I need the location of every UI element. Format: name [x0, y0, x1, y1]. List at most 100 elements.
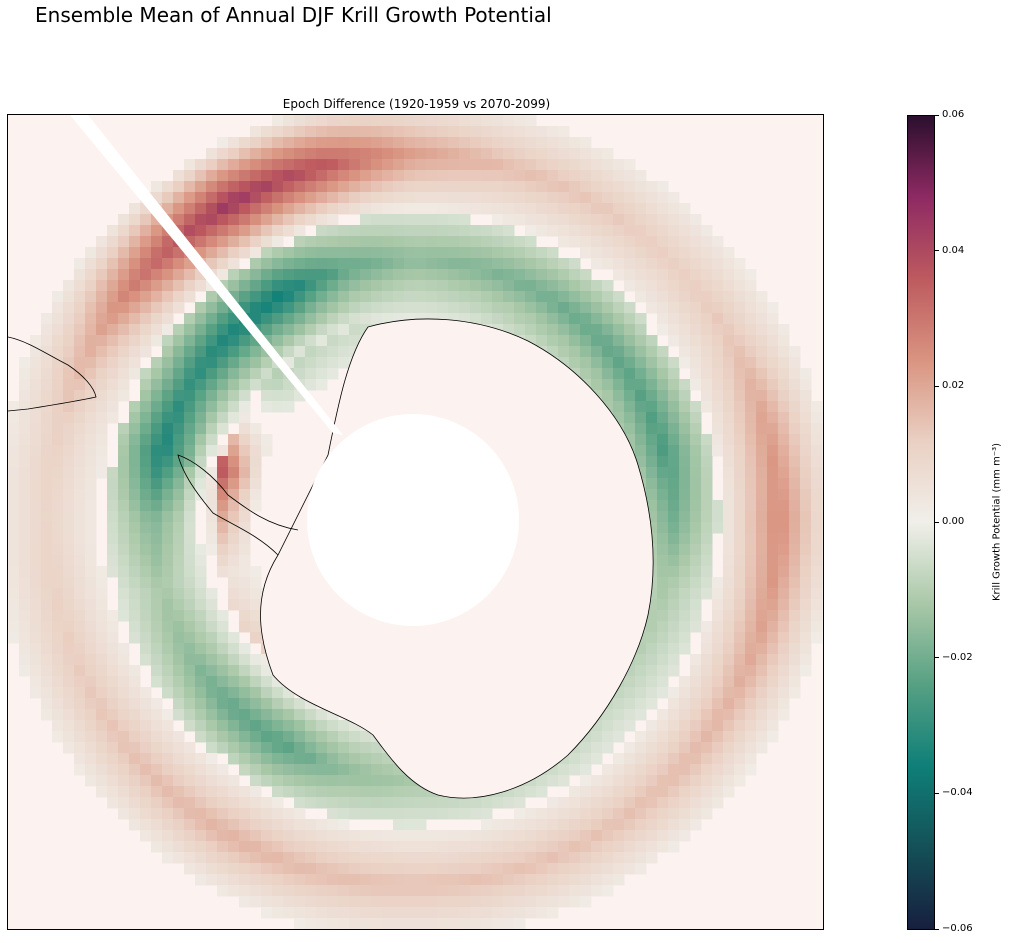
heatmap-cell [85, 621, 97, 633]
heatmap-cell [580, 797, 592, 809]
heatmap-cell [404, 885, 416, 897]
heatmap-cell [404, 797, 416, 809]
heatmap-cell [448, 797, 460, 809]
heatmap-cell [558, 885, 570, 897]
heatmap-cell [96, 269, 108, 281]
heatmap-cell [162, 665, 174, 677]
heatmap-cell [679, 291, 691, 303]
heatmap-cell [547, 313, 559, 325]
heatmap-cell [85, 654, 97, 666]
heatmap-cell [481, 170, 493, 182]
heatmap-cell [129, 269, 141, 281]
heatmap-cell [382, 225, 394, 237]
heatmap-cell [195, 599, 207, 611]
heatmap-cell [470, 192, 482, 204]
heatmap-cell [283, 731, 295, 743]
heatmap-cell [206, 291, 218, 303]
heatmap-cell [613, 852, 625, 864]
heatmap-cell [371, 852, 383, 864]
heatmap-cell [800, 643, 812, 655]
heatmap-cell [184, 346, 196, 358]
heatmap-cell [778, 390, 790, 402]
heatmap-cell [140, 236, 152, 248]
heatmap-cell [283, 687, 295, 699]
heatmap-cell [503, 786, 515, 798]
heatmap-cell [41, 335, 53, 347]
heatmap-cell [250, 808, 262, 820]
heatmap-cell [437, 863, 449, 875]
heatmap-cell [811, 566, 823, 578]
heatmap-cell [756, 643, 768, 655]
heatmap-cell [151, 610, 163, 622]
heatmap-cell [140, 313, 152, 325]
heatmap-cell [8, 555, 20, 567]
heatmap-cell [217, 214, 229, 226]
heatmap-cell [316, 302, 328, 314]
heatmap-cell [195, 181, 207, 193]
heatmap-cell [778, 522, 790, 534]
heatmap-cell [613, 302, 625, 314]
heatmap-cell [30, 610, 42, 622]
heatmap-cell [184, 687, 196, 699]
heatmap-cell [470, 885, 482, 897]
heatmap-cell [184, 753, 196, 765]
heatmap-cell [635, 797, 647, 809]
heatmap-cell [701, 324, 713, 336]
heatmap-cell [316, 313, 328, 325]
heatmap-cell [272, 137, 284, 149]
heatmap-cell [107, 775, 119, 787]
heatmap-cell [52, 676, 64, 688]
heatmap-cell [129, 357, 141, 369]
heatmap-cell [734, 280, 746, 292]
heatmap-cell [657, 632, 669, 644]
heatmap-cell [8, 577, 20, 589]
heatmap-cell [415, 170, 427, 182]
heatmap-cell [173, 412, 185, 424]
heatmap-cell [591, 170, 603, 182]
heatmap-cell [74, 731, 86, 743]
heatmap-cell [602, 357, 614, 369]
heatmap-cell [789, 434, 801, 446]
heatmap-cell [272, 676, 284, 688]
heatmap-cell [173, 819, 185, 831]
heatmap-cell [63, 280, 75, 292]
heatmap-cell [470, 236, 482, 248]
heatmap-cell [41, 445, 53, 457]
heatmap-cell [745, 302, 757, 314]
heatmap-cell [85, 434, 97, 446]
heatmap-cell [591, 357, 603, 369]
heatmap-cell [250, 676, 262, 688]
heatmap-cell [569, 225, 581, 237]
heatmap-cell [602, 236, 614, 248]
heatmap-cell [371, 269, 383, 281]
heatmap-cell [8, 434, 20, 446]
heatmap-cell [690, 544, 702, 556]
heatmap-cell [734, 775, 746, 787]
heatmap-cell [63, 401, 75, 413]
heatmap-cell [712, 445, 724, 457]
heatmap-cell [140, 775, 152, 787]
heatmap-cell [118, 214, 130, 226]
heatmap-cell [30, 533, 42, 545]
heatmap-cell [261, 863, 273, 875]
heatmap-cell [745, 434, 757, 446]
heatmap-cell [283, 819, 295, 831]
heatmap-cell [118, 346, 130, 358]
heatmap-cell [52, 489, 64, 501]
heatmap-cell [712, 775, 724, 787]
heatmap-cell [96, 720, 108, 732]
heatmap-cell [217, 357, 229, 369]
heatmap-cell [316, 720, 328, 732]
heatmap-cell [767, 379, 779, 391]
heatmap-cell [41, 632, 53, 644]
heatmap-cell [338, 742, 350, 754]
heatmap-cell [41, 588, 53, 600]
colorbar-tick-label: −0.06 [942, 923, 973, 934]
heatmap-cell [118, 258, 130, 270]
heatmap-cell [360, 137, 372, 149]
heatmap-cell [690, 225, 702, 237]
heatmap-cell [668, 434, 680, 446]
heatmap-cell [107, 610, 119, 622]
heatmap-cell [734, 456, 746, 468]
heatmap-cell [250, 709, 262, 721]
